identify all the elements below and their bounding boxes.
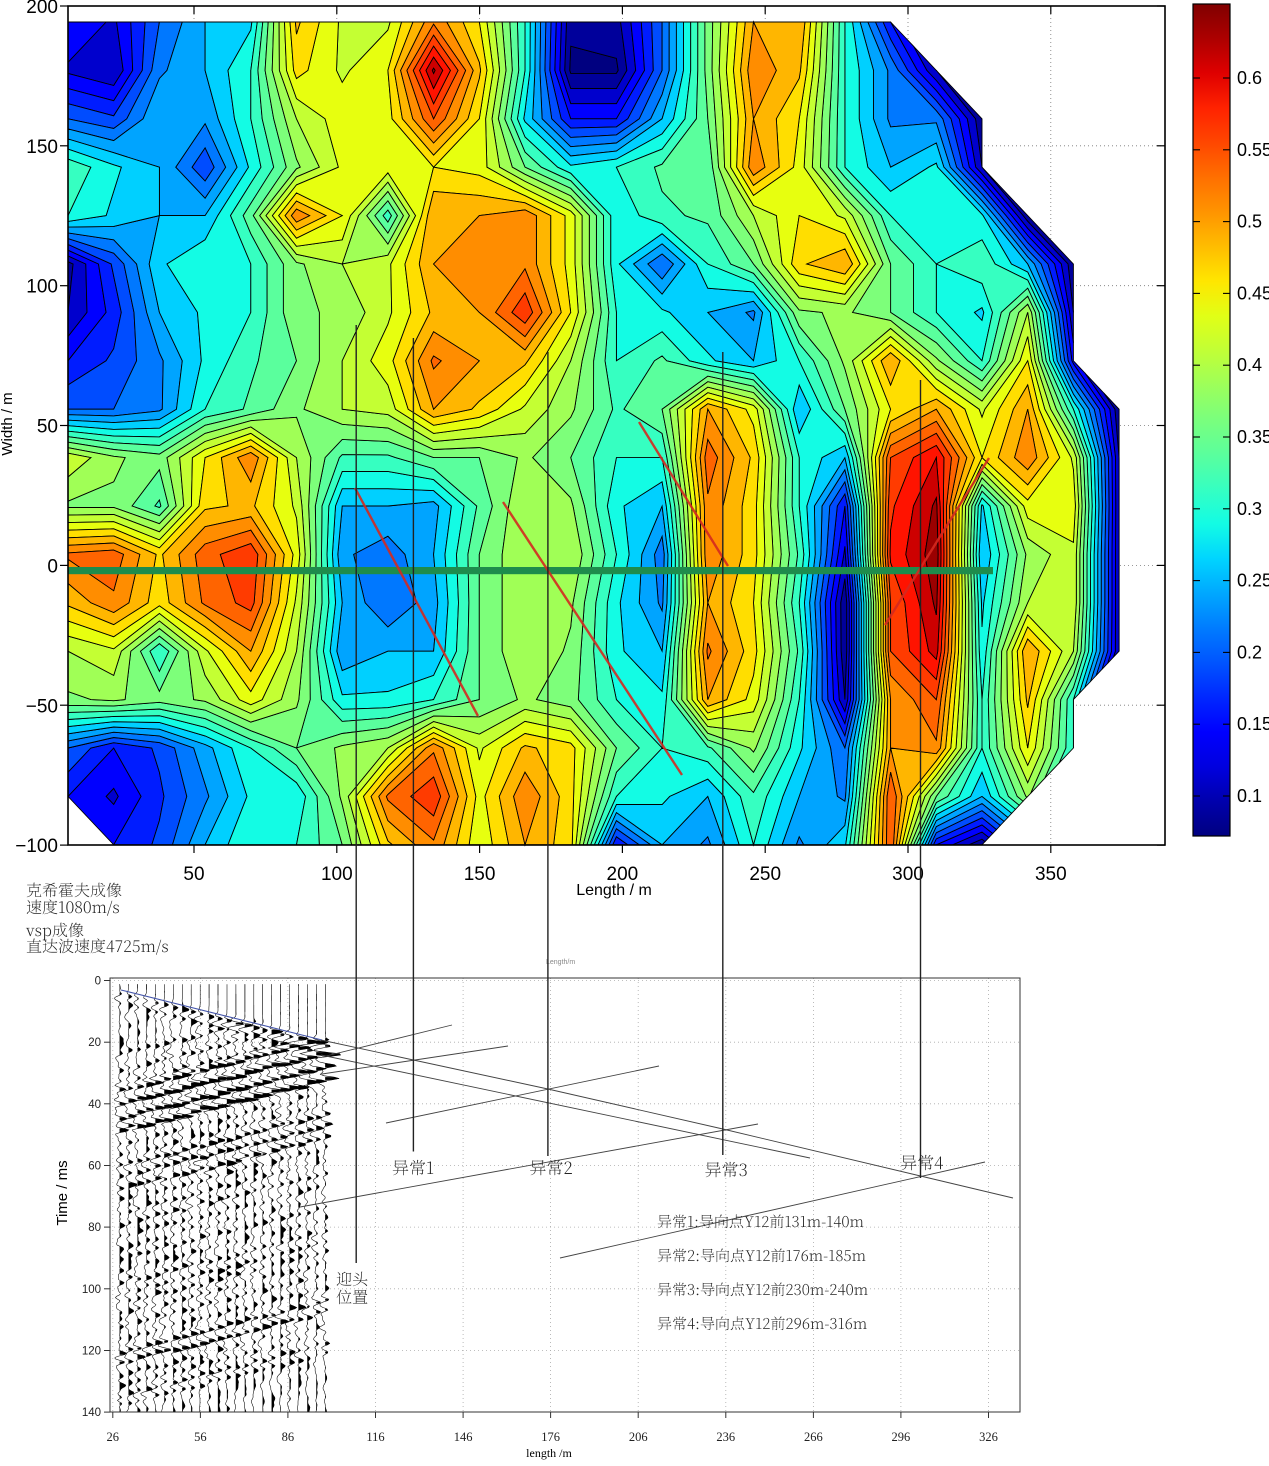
- svg-text:150: 150: [26, 137, 58, 158]
- svg-text:26: 26: [107, 1430, 120, 1444]
- svg-text:116: 116: [366, 1430, 384, 1444]
- svg-text:146: 146: [454, 1430, 473, 1444]
- svg-text:176: 176: [541, 1430, 560, 1444]
- svg-text:86: 86: [282, 1430, 295, 1444]
- svg-text:300: 300: [892, 864, 924, 885]
- svg-text:80: 80: [88, 1222, 101, 1234]
- svg-text:100: 100: [26, 277, 58, 298]
- svg-text:40: 40: [88, 1099, 101, 1111]
- svg-text:236: 236: [716, 1430, 735, 1444]
- svg-text:56: 56: [194, 1430, 207, 1444]
- svg-text:200: 200: [26, 0, 58, 18]
- svg-text:0.4: 0.4: [1237, 355, 1262, 375]
- svg-text:Time / ms: Time / ms: [54, 1160, 71, 1225]
- svg-text:0.15: 0.15: [1237, 714, 1269, 734]
- svg-text:60: 60: [88, 1161, 101, 1173]
- svg-text:350: 350: [1035, 864, 1067, 885]
- svg-text:−50: −50: [26, 696, 58, 717]
- svg-text:120: 120: [82, 1346, 101, 1358]
- svg-text:250: 250: [749, 864, 781, 885]
- svg-text:50: 50: [183, 864, 204, 885]
- svg-text:0.55: 0.55: [1237, 140, 1269, 160]
- svg-text:326: 326: [979, 1430, 998, 1444]
- svg-text:100: 100: [82, 1284, 101, 1296]
- svg-text:200: 200: [607, 864, 639, 885]
- svg-text:Width / m: Width / m: [0, 392, 16, 455]
- svg-text:296: 296: [892, 1430, 911, 1444]
- svg-text:140: 140: [82, 1407, 101, 1419]
- svg-text:0: 0: [47, 556, 58, 577]
- svg-text:0.35: 0.35: [1237, 427, 1269, 447]
- svg-text:0: 0: [95, 976, 101, 988]
- svg-text:100: 100: [321, 864, 353, 885]
- svg-text:0.2: 0.2: [1237, 642, 1262, 662]
- svg-text:0.45: 0.45: [1237, 283, 1269, 303]
- svg-text:0.6: 0.6: [1237, 68, 1262, 88]
- svg-text:266: 266: [804, 1430, 823, 1444]
- svg-text:50: 50: [37, 417, 58, 438]
- svg-text:Length/m: Length/m: [546, 959, 575, 966]
- svg-text:150: 150: [464, 864, 496, 885]
- svg-text:0.25: 0.25: [1237, 571, 1269, 591]
- svg-text:Length / m: Length / m: [576, 882, 652, 899]
- svg-text:0.5: 0.5: [1237, 212, 1262, 232]
- svg-text:20: 20: [88, 1037, 101, 1049]
- svg-text:0.3: 0.3: [1237, 499, 1262, 519]
- svg-text:length /m: length /m: [526, 1446, 572, 1460]
- svg-text:0.1: 0.1: [1237, 786, 1262, 806]
- svg-text:−100: −100: [15, 836, 58, 857]
- svg-text:206: 206: [629, 1430, 648, 1444]
